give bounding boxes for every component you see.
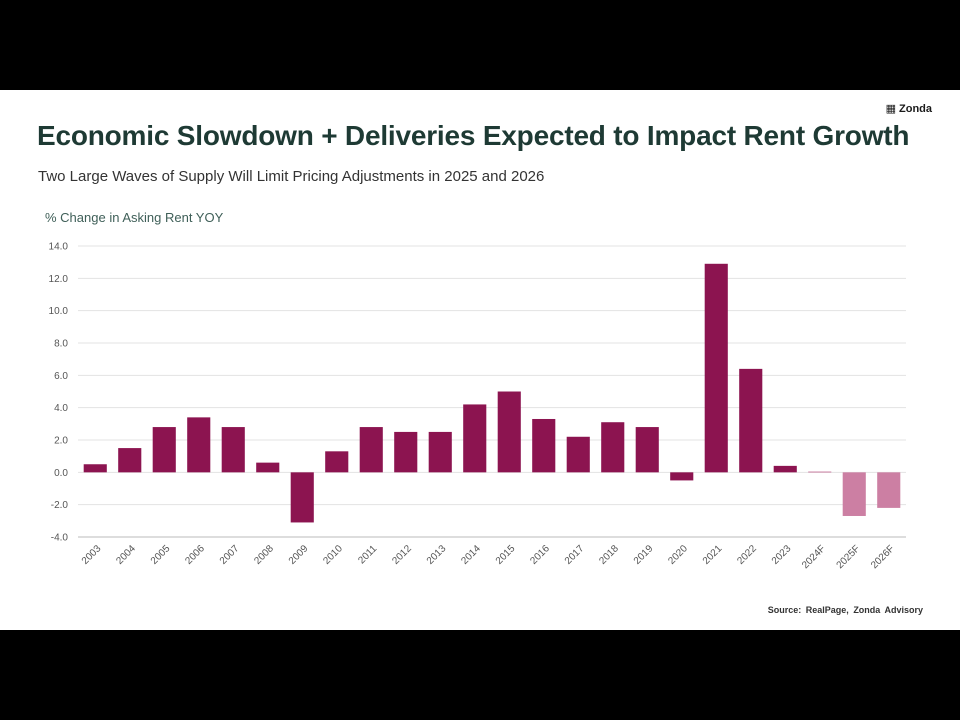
bar xyxy=(635,427,659,473)
page-title: Economic Slowdown + Deliveries Expected … xyxy=(37,120,910,151)
x-tick-label: 2026F xyxy=(869,543,897,571)
x-tick-label: 2014 xyxy=(459,543,483,567)
bar xyxy=(773,465,797,473)
brand-name: Zonda xyxy=(899,102,932,115)
x-tick-label: 2003 xyxy=(80,543,104,567)
x-tick-label: 2008 xyxy=(252,543,276,567)
page-subtitle: Two Large Waves of Supply Will Limit Pri… xyxy=(38,168,545,185)
bar xyxy=(290,472,314,523)
x-tick-label: 2011 xyxy=(356,543,379,566)
bar xyxy=(670,472,694,481)
bar xyxy=(83,464,107,473)
x-tick-label: 2007 xyxy=(218,543,242,567)
y-tick-label: 2.0 xyxy=(54,436,68,447)
x-tick-label: 2016 xyxy=(528,543,552,567)
bar xyxy=(428,431,452,473)
y-tick-label: 4.0 xyxy=(54,403,68,414)
y-tick-label: 12.0 xyxy=(49,274,69,285)
x-tick-label: 2023 xyxy=(770,543,794,567)
bar xyxy=(601,422,625,473)
x-tick-label: 2012 xyxy=(390,543,414,567)
x-tick-label: 2024F xyxy=(800,543,828,571)
bar xyxy=(118,448,142,473)
bar xyxy=(497,391,521,473)
y-axis-title: % Change in Asking Rent YOY xyxy=(45,210,224,225)
bar xyxy=(187,417,211,473)
bar xyxy=(808,471,832,473)
bar xyxy=(325,451,349,473)
bar xyxy=(704,263,728,473)
y-tick-label: 8.0 xyxy=(54,339,68,350)
x-tick-label: 2021 xyxy=(701,543,725,567)
bar xyxy=(359,427,383,473)
bar xyxy=(394,431,418,473)
zonda-logo-icon: ▦ xyxy=(885,103,896,115)
y-tick-label: -4.0 xyxy=(51,533,69,544)
x-tick-label: 2015 xyxy=(494,543,518,567)
y-tick-label: 10.0 xyxy=(49,306,69,317)
bar xyxy=(532,418,556,473)
bar xyxy=(566,436,590,473)
bar xyxy=(463,404,487,473)
x-tick-label: 2025F xyxy=(835,543,863,571)
x-tick-label: 2018 xyxy=(597,543,621,567)
x-tick-label: 2019 xyxy=(632,543,656,567)
y-tick-label: 0.0 xyxy=(54,468,68,479)
y-tick-label: 14.0 xyxy=(49,242,69,253)
brand-logo: ▦ Zonda xyxy=(885,102,932,116)
bar xyxy=(877,472,901,508)
bar xyxy=(842,472,866,516)
x-tick-label: 2013 xyxy=(425,543,449,567)
x-tick-label: 2020 xyxy=(666,543,690,567)
x-tick-label: 2004 xyxy=(114,543,138,567)
x-tick-label: 2022 xyxy=(735,543,759,567)
bar xyxy=(739,368,763,473)
bar xyxy=(256,462,280,473)
x-tick-label: 2017 xyxy=(563,543,587,567)
y-tick-label: -2.0 xyxy=(51,500,69,511)
bar-chart: 14.0 12.0 10.0 8.0 6.0 4.0 2.0 0.0 -2.0 -4.0 2003 2… xyxy=(49,242,906,571)
y-tick-label: 6.0 xyxy=(54,371,68,382)
slide: ▦ Zonda Economic Slowdown + Deliveries E… xyxy=(0,90,960,630)
x-tick-label: 2006 xyxy=(183,543,207,567)
bar xyxy=(221,427,245,473)
source-note: Source: RealPage, Zonda Advisory xyxy=(767,605,923,615)
bar xyxy=(152,427,176,473)
x-tick-label: 2009 xyxy=(287,543,311,567)
x-tick-label: 2010 xyxy=(321,543,345,567)
x-tick-label: 2005 xyxy=(149,543,173,567)
